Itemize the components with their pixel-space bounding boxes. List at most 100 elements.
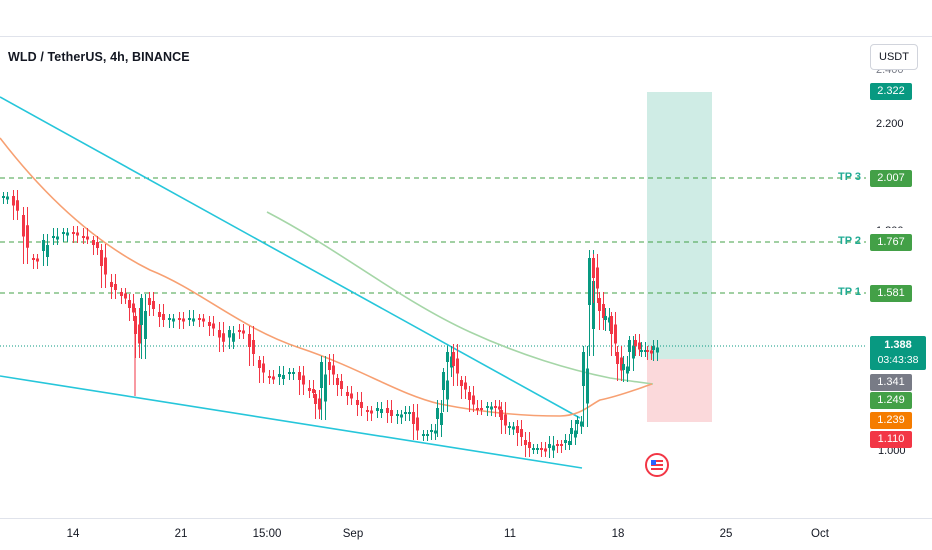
candle-body	[440, 413, 443, 425]
candle-body	[228, 330, 231, 338]
time-label-1500: 15:00	[252, 528, 282, 540]
wedge-lower-trendline	[0, 375, 583, 469]
candle-body	[556, 444, 559, 446]
candle-body	[498, 406, 501, 410]
candle-body	[2, 196, 5, 198]
candle-body	[340, 381, 343, 389]
price-tag-stop: 1.110	[870, 431, 912, 448]
candle-body	[582, 352, 585, 386]
candle-body	[96, 242, 99, 248]
candle-body	[652, 346, 655, 350]
candle-body	[328, 362, 331, 370]
loss-zone	[647, 359, 712, 422]
candle-body	[66, 232, 69, 236]
chart-title: WLD / TetherUS, 4h, BINANCE	[8, 50, 190, 64]
candle-body	[560, 444, 563, 446]
candle-body	[430, 430, 433, 432]
candle-body	[182, 318, 185, 322]
candle-body	[366, 410, 369, 412]
candle-body	[82, 236, 85, 238]
price-tag-ema-slow: 1.341	[870, 374, 912, 391]
time-label-oct: Oct	[811, 528, 829, 540]
candle-body	[198, 318, 201, 320]
tp1-label: TP 1	[838, 286, 862, 298]
candle-body	[162, 314, 165, 320]
candle-body	[152, 301, 155, 309]
profit-zone	[647, 92, 712, 359]
candle-body	[120, 292, 123, 296]
candle-body	[324, 374, 327, 402]
candle-body	[412, 412, 415, 424]
candle-body	[476, 408, 479, 410]
time-label-21: 21	[174, 528, 188, 540]
candle-body	[62, 232, 65, 234]
candle-body	[212, 323, 215, 329]
candle-body	[452, 352, 455, 366]
candle-body	[26, 225, 29, 248]
time-label-sep: Sep	[342, 528, 364, 540]
candle-body	[512, 426, 515, 430]
price-tag-tp1: 1.581	[870, 285, 912, 302]
candle-body	[376, 408, 379, 411]
candle-body	[218, 330, 221, 338]
price-tick-1800: 1.800	[876, 225, 904, 237]
candle-body	[404, 412, 407, 414]
candle-body	[178, 318, 181, 320]
candle-body	[552, 445, 555, 451]
candle-body	[644, 350, 647, 352]
candle-body	[86, 236, 89, 240]
candle-body	[22, 215, 25, 237]
candle-body	[408, 412, 411, 414]
candle-body	[422, 434, 425, 436]
candle-body	[442, 372, 445, 390]
candle-body	[72, 232, 75, 234]
candle-body	[524, 440, 527, 445]
price-tick-2400: 2.400	[876, 64, 904, 76]
last-price-value: 1.388	[884, 339, 912, 351]
candle-body	[626, 366, 629, 374]
candle-body	[248, 334, 251, 347]
candle-body	[278, 374, 281, 377]
candle-body	[634, 340, 637, 346]
candle-body	[6, 196, 9, 200]
candle-body	[576, 420, 579, 424]
currency-button[interactable]: USDT	[870, 44, 918, 70]
tradingview-flag-icon	[645, 453, 669, 477]
candle-body	[242, 330, 245, 334]
candle-body	[238, 330, 241, 332]
candle-body	[370, 410, 373, 414]
candle-body	[110, 282, 113, 287]
candle-body	[356, 400, 359, 405]
price-tag-tp2: 1.767	[870, 234, 912, 251]
wedge-upper-trendline	[0, 96, 581, 419]
candle-body	[272, 376, 275, 380]
bar-countdown: 03:43:38	[877, 354, 919, 366]
candle-body	[450, 356, 453, 368]
candle-body	[132, 303, 135, 313]
ema-slow-line	[266, 211, 654, 385]
candle-body	[172, 318, 175, 322]
candle-body	[592, 258, 595, 278]
candle-body	[592, 281, 595, 329]
candle-body	[598, 298, 601, 311]
candle-body	[586, 368, 589, 404]
candle-body	[386, 408, 389, 413]
candle-body	[148, 298, 151, 305]
candle-body	[232, 333, 235, 342]
candle-body	[596, 267, 599, 289]
candle-body	[36, 258, 39, 262]
candle-body	[308, 388, 311, 391]
candle-body	[574, 430, 577, 438]
candle-body	[504, 414, 507, 426]
candle-body	[188, 318, 191, 320]
candle-body	[346, 392, 349, 396]
candle-body	[114, 284, 117, 290]
top-toolbar	[0, 0, 932, 36]
candle-body	[52, 236, 55, 238]
tp3-label: TP 3	[838, 171, 862, 183]
candle-body	[536, 448, 539, 450]
price-tag-tp3: 2.007	[870, 170, 912, 187]
last-price-tag: 1.388 03:43:38	[870, 336, 926, 370]
time-label-14: 14	[66, 528, 80, 540]
